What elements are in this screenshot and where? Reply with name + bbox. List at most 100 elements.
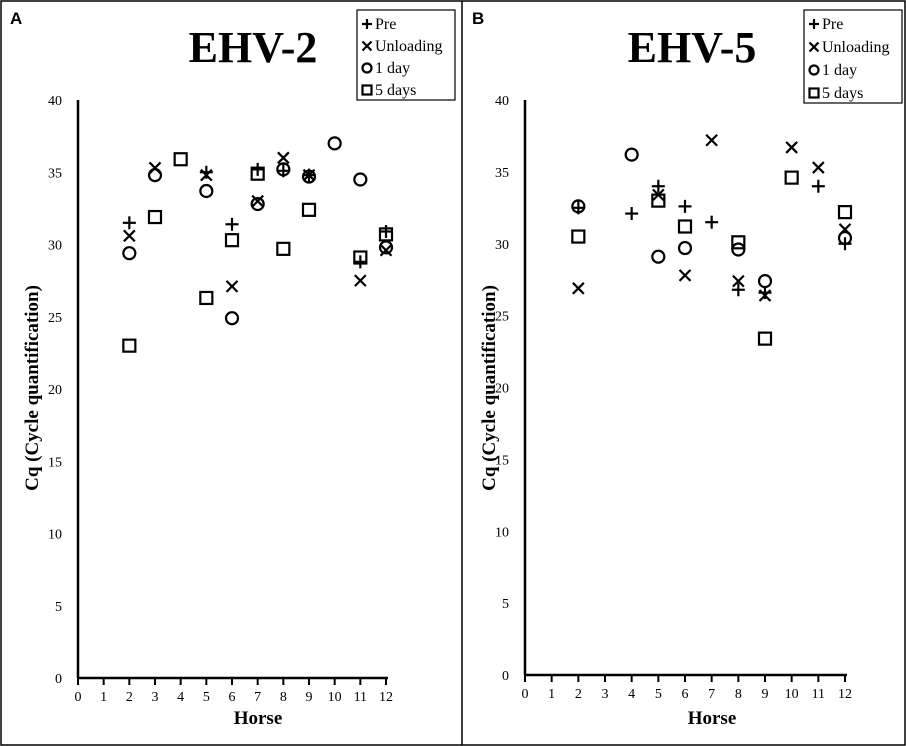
data-point-circle <box>122 246 137 261</box>
data-point-square <box>276 241 291 256</box>
panel-a: A EHV-2 Horse Cq (Cycle quantification) … <box>10 9 456 729</box>
legend-marker-square <box>361 84 373 96</box>
data-point-circle <box>731 242 746 257</box>
x-tick-label: 7 <box>708 687 715 702</box>
y-tick-label: 20 <box>495 382 509 397</box>
data-point-circle <box>250 196 265 212</box>
legend-label: Unloading <box>822 39 890 56</box>
y-tick-label: 5 <box>55 600 62 615</box>
legend-box <box>356 9 456 101</box>
data-point-square <box>757 331 773 346</box>
legend-label: 5 days <box>822 85 863 102</box>
panel-letter: A <box>10 9 22 28</box>
y-tick-label: 40 <box>495 94 509 109</box>
x-tick-label: 9 <box>762 687 769 702</box>
data-point-x <box>354 274 367 287</box>
series-pre <box>122 162 393 269</box>
y-tick-label: 25 <box>48 311 62 326</box>
data-point-plus <box>122 216 136 230</box>
data-point-circle <box>224 311 240 326</box>
data-point-x <box>200 168 213 182</box>
data-point-plus <box>225 217 239 231</box>
data-point-square <box>353 250 368 265</box>
data-point-circle <box>677 240 693 256</box>
legend-marker-plus <box>809 19 819 29</box>
x-tick-label: 8 <box>280 690 287 705</box>
panel-b: B EHV-5 Horse Cq (Cycle quantification) … <box>472 9 903 729</box>
x-tick-label: 10 <box>785 687 799 702</box>
data-point-plus <box>731 283 745 297</box>
y-tick-label: 40 <box>48 94 62 109</box>
y-tick-label: 25 <box>495 310 509 325</box>
data-marks <box>571 133 853 346</box>
y-tick-label: 5 <box>502 597 509 612</box>
data-point-square <box>677 219 693 234</box>
data-point-circle <box>276 162 291 177</box>
legend-marker-plus <box>362 19 372 29</box>
y-tick-label: 30 <box>495 238 509 253</box>
series-5-days <box>122 152 394 353</box>
data-point-plus <box>625 207 639 221</box>
data-point-plus <box>651 179 665 193</box>
data-point-circle <box>199 183 214 199</box>
y-tick-label: 0 <box>55 672 62 687</box>
x-tick-label: 6 <box>682 687 689 702</box>
y-tick-label: 15 <box>48 455 62 470</box>
x-tick-label: 10 <box>328 690 342 705</box>
data-point-plus <box>379 224 393 238</box>
series-1-day <box>122 136 394 326</box>
x-tick-label: 11 <box>354 690 367 705</box>
data-point-circle <box>651 249 666 264</box>
legend-box <box>803 9 903 104</box>
data-point-circle <box>301 169 317 184</box>
legend-label: 5 days <box>375 82 416 99</box>
data-point-square <box>378 227 394 242</box>
legend: Pre Unloading 1 day 5 days <box>356 9 456 101</box>
x-tick-label: 9 <box>306 690 313 705</box>
data-point-square <box>224 233 240 248</box>
data-point-circle <box>327 136 342 151</box>
data-point-square <box>199 290 214 306</box>
legend-marker-x <box>361 40 373 52</box>
x-tick-label: 5 <box>203 690 210 705</box>
x-tick-label: 1 <box>100 690 107 705</box>
y-tick-label: 15 <box>495 453 509 468</box>
data-point-x <box>123 229 136 243</box>
series-1-day <box>571 147 853 289</box>
data-point-square <box>122 338 137 353</box>
legend-label: 1 day <box>375 60 410 77</box>
x-tick-label: 5 <box>655 687 662 702</box>
chart-title: EHV-5 <box>628 23 757 72</box>
x-tick-label: 0 <box>522 687 529 702</box>
x-tick-label: 12 <box>379 690 393 705</box>
data-point-x <box>785 141 798 154</box>
data-point-x <box>678 269 692 282</box>
x-tick-label: 8 <box>735 687 742 702</box>
series-pre <box>571 179 852 300</box>
data-point-square <box>301 202 317 217</box>
data-point-x <box>379 244 393 257</box>
panel-letter: B <box>472 9 484 28</box>
data-point-x <box>572 282 585 295</box>
data-point-x <box>732 274 745 288</box>
x-tick-label: 12 <box>838 687 852 702</box>
data-point-circle <box>571 199 586 214</box>
chart-title: EHV-2 <box>189 23 318 72</box>
x-tick-label: 3 <box>152 690 159 705</box>
data-point-plus <box>811 179 825 193</box>
data-marks <box>122 136 394 353</box>
data-point-square <box>651 193 666 208</box>
y-tick-label: 20 <box>48 383 62 398</box>
x-axis-label: Horse <box>688 708 737 729</box>
data-point-plus <box>705 215 719 229</box>
data-point-square <box>731 235 746 250</box>
x-tick-label: 0 <box>75 690 82 705</box>
data-point-x <box>251 194 264 208</box>
data-point-x <box>812 161 825 174</box>
data-point-x <box>705 133 718 147</box>
legend-label: Pre <box>822 16 843 33</box>
data-point-x <box>225 280 239 293</box>
x-axis-label: Horse <box>234 708 283 729</box>
